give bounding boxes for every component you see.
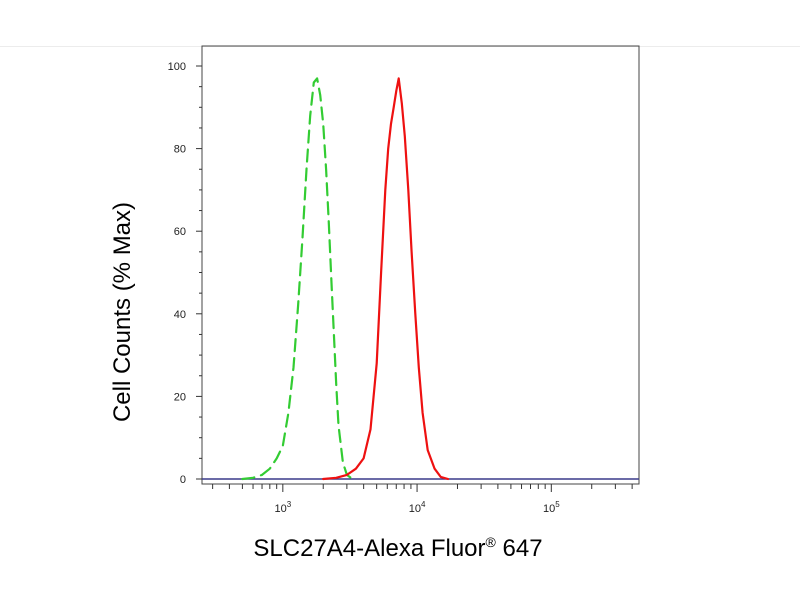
x-axis-title-suffix: 647 bbox=[496, 535, 543, 562]
x-tick-label-base: 10 bbox=[543, 503, 555, 515]
y-tick-label: 80 bbox=[174, 144, 186, 156]
y-tick-label: 40 bbox=[174, 309, 186, 321]
x-tick-label-base: 10 bbox=[274, 503, 286, 515]
series-layer bbox=[202, 77, 639, 481]
x-tick-label-exponent: 4 bbox=[421, 500, 426, 509]
x-tick-label-exponent: 3 bbox=[287, 500, 292, 509]
x-tick-label: 105 bbox=[543, 500, 560, 515]
series-line-0 bbox=[241, 77, 354, 481]
x-tick-label-exponent: 5 bbox=[555, 500, 560, 509]
x-axis-title: SLC27A4-Alexa Fluor® 647 bbox=[253, 534, 542, 562]
x-axis-title-superscript: ® bbox=[486, 534, 497, 550]
x-tick-label: 104 bbox=[409, 500, 426, 515]
y-tick-label: 60 bbox=[174, 226, 186, 238]
y-tick-label: 0 bbox=[180, 474, 186, 486]
x-axis-title-main: SLC27A4-Alexa Fluor bbox=[253, 535, 485, 562]
y-tick-label: 20 bbox=[174, 391, 186, 403]
x-tick-label-base: 10 bbox=[409, 503, 421, 515]
x-tick-label: 103 bbox=[274, 500, 291, 515]
y-axis-title: Cell Counts (% Max) bbox=[109, 202, 136, 422]
series-line-1 bbox=[322, 77, 450, 481]
plot-frame bbox=[201, 45, 640, 485]
y-tick-label: 100 bbox=[168, 61, 186, 73]
